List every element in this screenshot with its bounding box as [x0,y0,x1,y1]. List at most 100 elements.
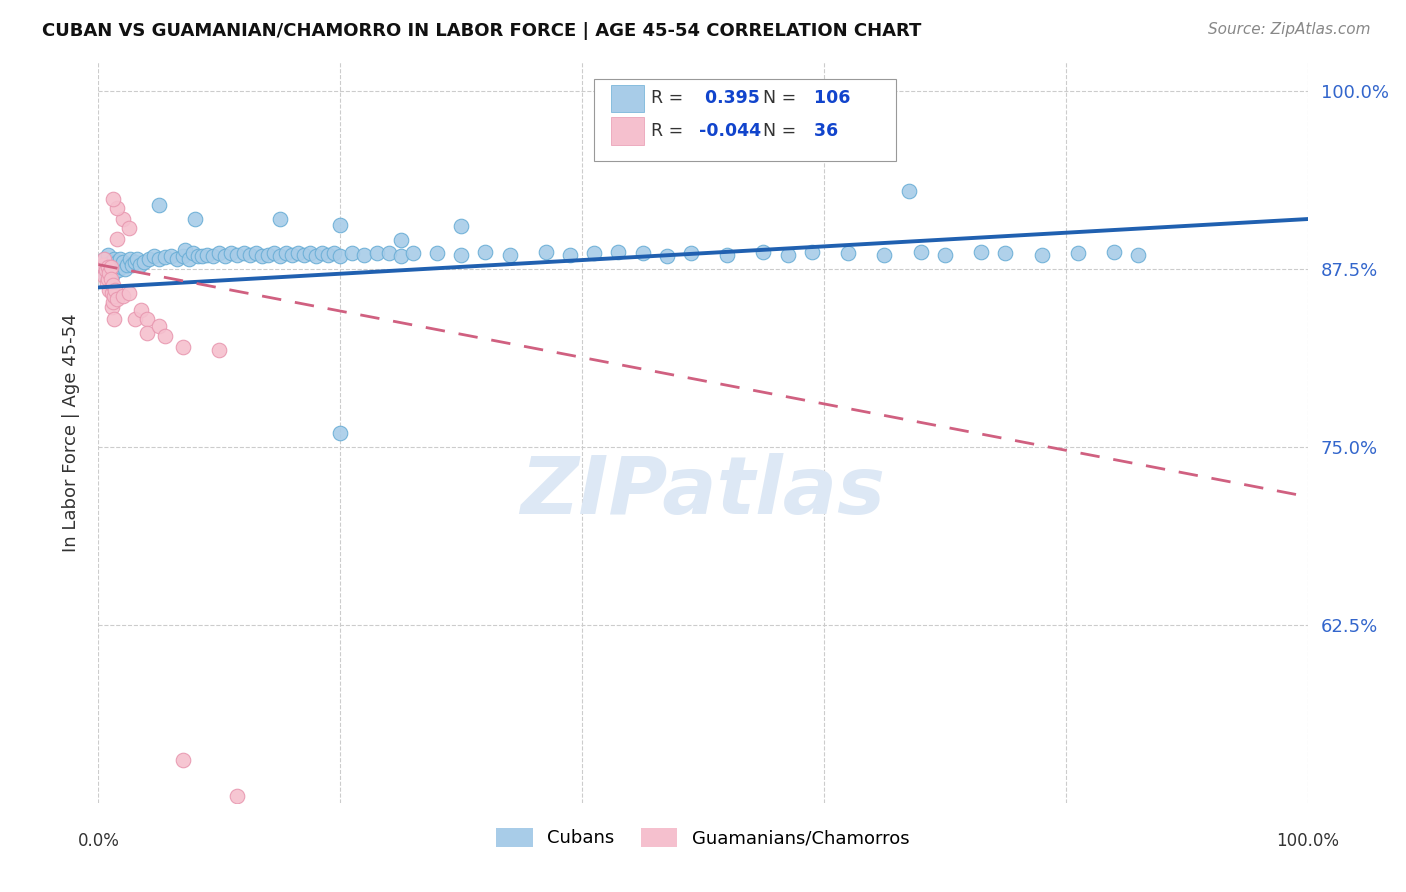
Point [245,246,267,260]
Point [153,328,176,343]
Point [534,244,557,259]
Point [129,303,152,318]
Point [474,244,496,259]
Point [1102,244,1125,259]
Point [342,246,364,260]
Point [108,258,131,272]
Point [226,247,249,261]
Point [583,246,606,260]
Point [117,258,139,272]
Point [269,212,291,227]
Point [274,246,297,260]
Point [135,326,157,340]
Point [450,219,472,234]
Point [172,340,194,354]
Text: N =: N = [763,122,797,140]
Point [897,184,920,198]
Point [96,258,118,272]
Text: N =: N = [763,89,797,107]
Point [111,289,134,303]
Text: 0.0%: 0.0% [77,832,120,850]
Point [263,246,285,260]
Point [98,266,121,280]
Point [103,311,125,326]
Point [323,246,346,260]
Point [172,753,194,767]
Point [402,246,425,260]
Point [100,286,122,301]
Point [134,254,156,268]
Point [181,246,204,260]
Point [299,246,322,260]
Point [1128,247,1150,261]
Point [100,268,122,283]
Point [250,249,273,263]
Point [269,249,291,263]
Point [96,276,118,290]
Point [329,218,352,232]
Point [97,272,120,286]
Point [104,283,127,297]
Point [214,249,236,263]
Text: R =: R = [651,89,683,107]
FancyBboxPatch shape [612,85,644,112]
Point [232,246,254,260]
Point [776,247,799,261]
Point [118,252,141,266]
Text: 106: 106 [808,89,851,107]
Point [98,283,121,297]
Point [97,260,120,275]
Point [316,247,339,261]
Point [124,254,146,268]
Point [970,244,993,259]
Point [179,252,201,266]
Point [679,246,702,260]
Point [101,277,124,292]
Point [153,251,176,265]
Point [910,244,932,259]
Point [100,258,122,272]
Point [91,258,114,272]
Point [94,268,117,283]
Point [103,252,125,266]
Point [118,220,141,235]
Point [281,247,304,261]
Point [655,249,678,263]
Point [93,268,115,283]
Text: 0.395: 0.395 [699,89,761,107]
Point [292,247,315,261]
Point [239,247,262,261]
Point [91,260,114,275]
Text: Source: ZipAtlas.com: Source: ZipAtlas.com [1208,22,1371,37]
Point [97,261,120,276]
Point [111,212,134,227]
Point [118,286,141,301]
Point [100,301,122,315]
Point [202,249,225,263]
Text: R =: R = [651,122,683,140]
Point [108,252,131,266]
Point [172,249,194,263]
Text: ZIPatlas: ZIPatlas [520,453,886,531]
Point [100,260,122,275]
Point [148,318,170,333]
Point [994,246,1017,260]
Point [148,198,170,212]
Point [366,246,388,260]
Text: 36: 36 [808,122,838,140]
Point [450,247,472,261]
Point [100,254,122,268]
Point [121,258,143,272]
Point [174,244,197,258]
Point [934,247,956,261]
Point [105,261,128,276]
Point [208,246,231,260]
Point [631,246,654,260]
Point [105,254,128,268]
Point [143,249,166,263]
Point [124,311,146,326]
Point [107,263,129,277]
Point [101,254,124,268]
Point [353,247,375,261]
Point [498,247,520,261]
